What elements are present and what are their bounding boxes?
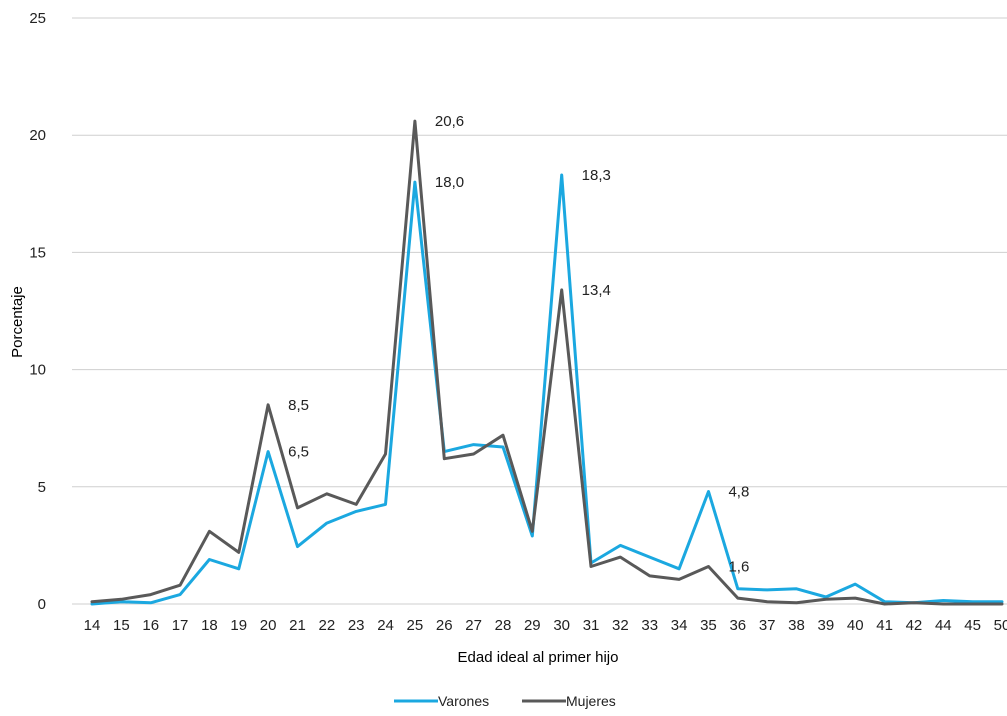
y-tick-label: 20 [29,127,46,144]
x-tick-label: 15 [113,617,130,634]
y-tick-label: 10 [29,362,46,379]
data-label: 8,5 [288,397,309,414]
data-label: 6,5 [288,444,309,461]
y-tick-label: 0 [38,596,46,613]
series-lines [90,119,1004,606]
x-tick-label: 39 [818,617,835,634]
x-tick-label: 25 [407,617,424,634]
legend-label-mujeres: Mujeres [566,693,616,709]
data-label: 18,3 [582,167,611,184]
x-tick-label: 33 [641,617,658,634]
x-tick-label: 36 [729,617,746,634]
x-tick-label: 34 [671,617,688,634]
data-labels: 8,5 6,5 20,6 18,0 18,3 13,4 4,8 1,6 [288,113,749,575]
x-tick-label: 29 [524,617,541,634]
y-tick-label: 25 [29,10,46,27]
x-tick-label: 24 [377,617,394,634]
x-tick-label: 17 [172,617,189,634]
series-line-mujeres [90,119,1004,606]
data-label: 13,4 [582,282,611,299]
x-tick-label: 42 [906,617,923,634]
data-label: 18,0 [435,174,464,191]
x-tick-label: 27 [465,617,482,634]
x-tick-label: 31 [583,617,600,634]
x-tick-label: 35 [700,617,717,634]
x-tick-label: 45 [964,617,981,634]
x-tick-label: 22 [318,617,335,634]
data-label: 4,8 [728,483,749,500]
y-tick-label: 5 [38,479,46,496]
x-tick-label: 23 [348,617,365,634]
gridlines [72,17,1007,605]
x-tick-label: 50 [994,617,1007,634]
x-tick-label: 16 [142,617,159,634]
legend: Varones Mujeres [394,693,616,709]
x-tick-label: 18 [201,617,218,634]
x-axis-label: Edad ideal al primer hijo [458,649,619,666]
y-axis-label: Porcentaje [9,286,26,358]
legend-label-varones: Varones [438,693,489,709]
y-tick-label: 15 [29,244,46,261]
data-label: 1,6 [728,558,749,575]
x-tick-label: 38 [788,617,805,634]
x-tick-label: 41 [876,617,893,634]
x-tick-label: 14 [84,617,101,634]
y-axis-ticks: 0 5 10 15 20 25 [29,10,46,613]
x-tick-label: 26 [436,617,453,634]
x-tick-label: 32 [612,617,629,634]
x-tick-label: 37 [759,617,776,634]
x-tick-label: 40 [847,617,864,634]
series-line-varones [90,173,1004,606]
x-tick-label: 30 [553,617,570,634]
x-tick-label: 44 [935,617,952,634]
x-tick-label: 28 [495,617,512,634]
x-tick-label: 20 [260,617,277,634]
data-label: 20,6 [435,113,464,130]
x-axis-ticks: 14 15 16 17 18 19 20 21 22 23 24 25 26 27 28 29 30 31 32 33… [84,617,1007,634]
x-tick-label: 19 [230,617,247,634]
x-tick-label: 21 [289,617,306,634]
